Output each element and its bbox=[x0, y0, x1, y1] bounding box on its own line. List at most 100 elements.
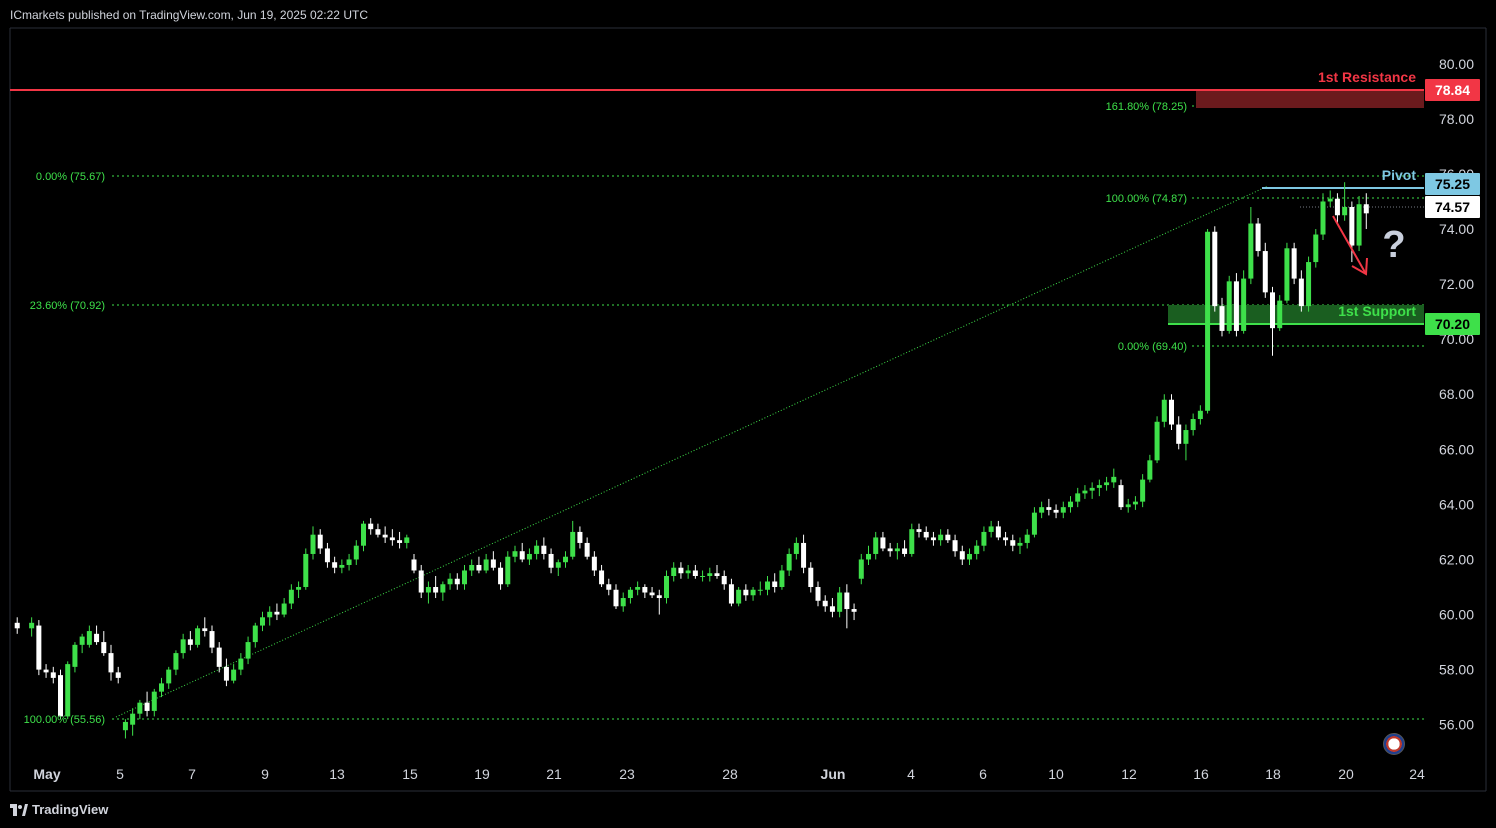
candle[interactable] bbox=[938, 529, 944, 546]
candle[interactable] bbox=[721, 570, 727, 590]
candle[interactable] bbox=[180, 633, 186, 659]
candle[interactable] bbox=[425, 581, 431, 604]
candle[interactable] bbox=[844, 584, 850, 629]
candle[interactable] bbox=[324, 542, 330, 568]
candle[interactable] bbox=[332, 556, 338, 574]
candle[interactable] bbox=[1132, 496, 1138, 510]
candle[interactable] bbox=[570, 520, 576, 560]
candle[interactable] bbox=[1118, 479, 1124, 510]
candle[interactable] bbox=[1147, 454, 1153, 483]
candle[interactable] bbox=[440, 581, 446, 601]
candle[interactable] bbox=[1205, 229, 1211, 414]
candle[interactable] bbox=[202, 617, 208, 637]
candle[interactable] bbox=[664, 570, 669, 604]
candle[interactable] bbox=[635, 581, 641, 596]
candle[interactable] bbox=[1313, 229, 1319, 268]
candle[interactable] bbox=[815, 581, 821, 607]
candle[interactable] bbox=[433, 575, 439, 599]
candle[interactable] bbox=[707, 567, 713, 582]
candle[interactable] bbox=[534, 540, 540, 560]
candle[interactable] bbox=[981, 526, 987, 552]
candle[interactable] bbox=[274, 603, 280, 621]
candle[interactable] bbox=[1262, 242, 1268, 298]
candle[interactable] bbox=[1046, 498, 1052, 516]
candle[interactable] bbox=[490, 551, 496, 571]
candle[interactable] bbox=[483, 553, 489, 574]
candle[interactable] bbox=[548, 548, 554, 574]
candle[interactable] bbox=[1154, 416, 1160, 464]
candle[interactable] bbox=[700, 570, 706, 582]
candle[interactable] bbox=[786, 548, 792, 576]
candle[interactable] bbox=[130, 708, 136, 736]
candle[interactable] bbox=[714, 564, 720, 579]
candle[interactable] bbox=[187, 631, 193, 651]
candle[interactable] bbox=[281, 598, 287, 618]
candle[interactable] bbox=[563, 551, 568, 568]
support-zone[interactable] bbox=[1168, 305, 1424, 325]
candle[interactable] bbox=[1140, 474, 1146, 508]
candle[interactable] bbox=[58, 669, 63, 720]
candle[interactable] bbox=[555, 559, 561, 576]
candle[interactable] bbox=[101, 631, 107, 656]
candle[interactable] bbox=[303, 548, 309, 590]
candle[interactable] bbox=[1068, 496, 1073, 513]
candle[interactable] bbox=[1176, 416, 1182, 450]
candle[interactable] bbox=[86, 625, 92, 648]
candle[interactable] bbox=[296, 581, 302, 599]
candle[interactable] bbox=[923, 526, 929, 541]
candle[interactable] bbox=[894, 542, 900, 560]
candle[interactable] bbox=[353, 540, 359, 565]
candle[interactable] bbox=[462, 564, 467, 590]
candle[interactable] bbox=[829, 598, 835, 618]
candle[interactable] bbox=[36, 620, 42, 676]
candle[interactable] bbox=[447, 573, 453, 590]
candle[interactable] bbox=[902, 540, 908, 557]
candle[interactable] bbox=[454, 573, 460, 590]
candle[interactable] bbox=[1327, 190, 1333, 207]
candle[interactable] bbox=[873, 531, 879, 560]
candle[interactable] bbox=[418, 564, 424, 599]
candle[interactable] bbox=[642, 584, 648, 599]
candle[interactable] bbox=[137, 699, 143, 720]
candle[interactable] bbox=[671, 562, 677, 582]
candle[interactable] bbox=[144, 691, 150, 717]
candle[interactable] bbox=[245, 636, 251, 665]
candle[interactable] bbox=[368, 518, 374, 535]
resistance-zone[interactable] bbox=[1196, 90, 1424, 108]
candle[interactable] bbox=[1241, 270, 1247, 334]
candle[interactable] bbox=[404, 534, 410, 549]
candle[interactable] bbox=[974, 540, 980, 560]
candle[interactable] bbox=[822, 595, 828, 612]
candle[interactable] bbox=[1082, 485, 1088, 499]
candle[interactable] bbox=[389, 529, 395, 546]
candle[interactable] bbox=[1060, 501, 1066, 519]
candle[interactable] bbox=[1089, 482, 1095, 499]
candle[interactable] bbox=[620, 592, 626, 612]
candle[interactable] bbox=[656, 589, 662, 615]
candle[interactable] bbox=[519, 542, 525, 563]
candle[interactable] bbox=[779, 564, 785, 590]
price-axis[interactable]: 80.0078.0076.0074.0072.0070.0068.0066.00… bbox=[1439, 56, 1474, 733]
candle[interactable] bbox=[967, 548, 972, 565]
candle[interactable] bbox=[375, 523, 381, 538]
candle[interactable] bbox=[1306, 256, 1312, 312]
candle[interactable] bbox=[43, 664, 49, 678]
candle[interactable] bbox=[1039, 501, 1045, 519]
candle[interactable] bbox=[166, 666, 172, 689]
candle[interactable] bbox=[505, 551, 511, 588]
candle[interactable] bbox=[1125, 498, 1131, 513]
candle[interactable] bbox=[757, 581, 763, 596]
candle[interactable] bbox=[678, 562, 684, 579]
candle[interactable] bbox=[317, 529, 323, 554]
candle[interactable] bbox=[288, 584, 294, 610]
candle[interactable] bbox=[1096, 479, 1102, 497]
candle[interactable] bbox=[346, 553, 352, 571]
candle[interactable] bbox=[930, 531, 936, 546]
candle[interactable] bbox=[476, 556, 482, 574]
candle[interactable] bbox=[887, 542, 893, 557]
candle[interactable] bbox=[1298, 270, 1304, 312]
candle[interactable] bbox=[765, 575, 770, 596]
candle[interactable] bbox=[1010, 534, 1016, 552]
candle[interactable] bbox=[122, 719, 128, 739]
candle[interactable] bbox=[728, 578, 734, 607]
